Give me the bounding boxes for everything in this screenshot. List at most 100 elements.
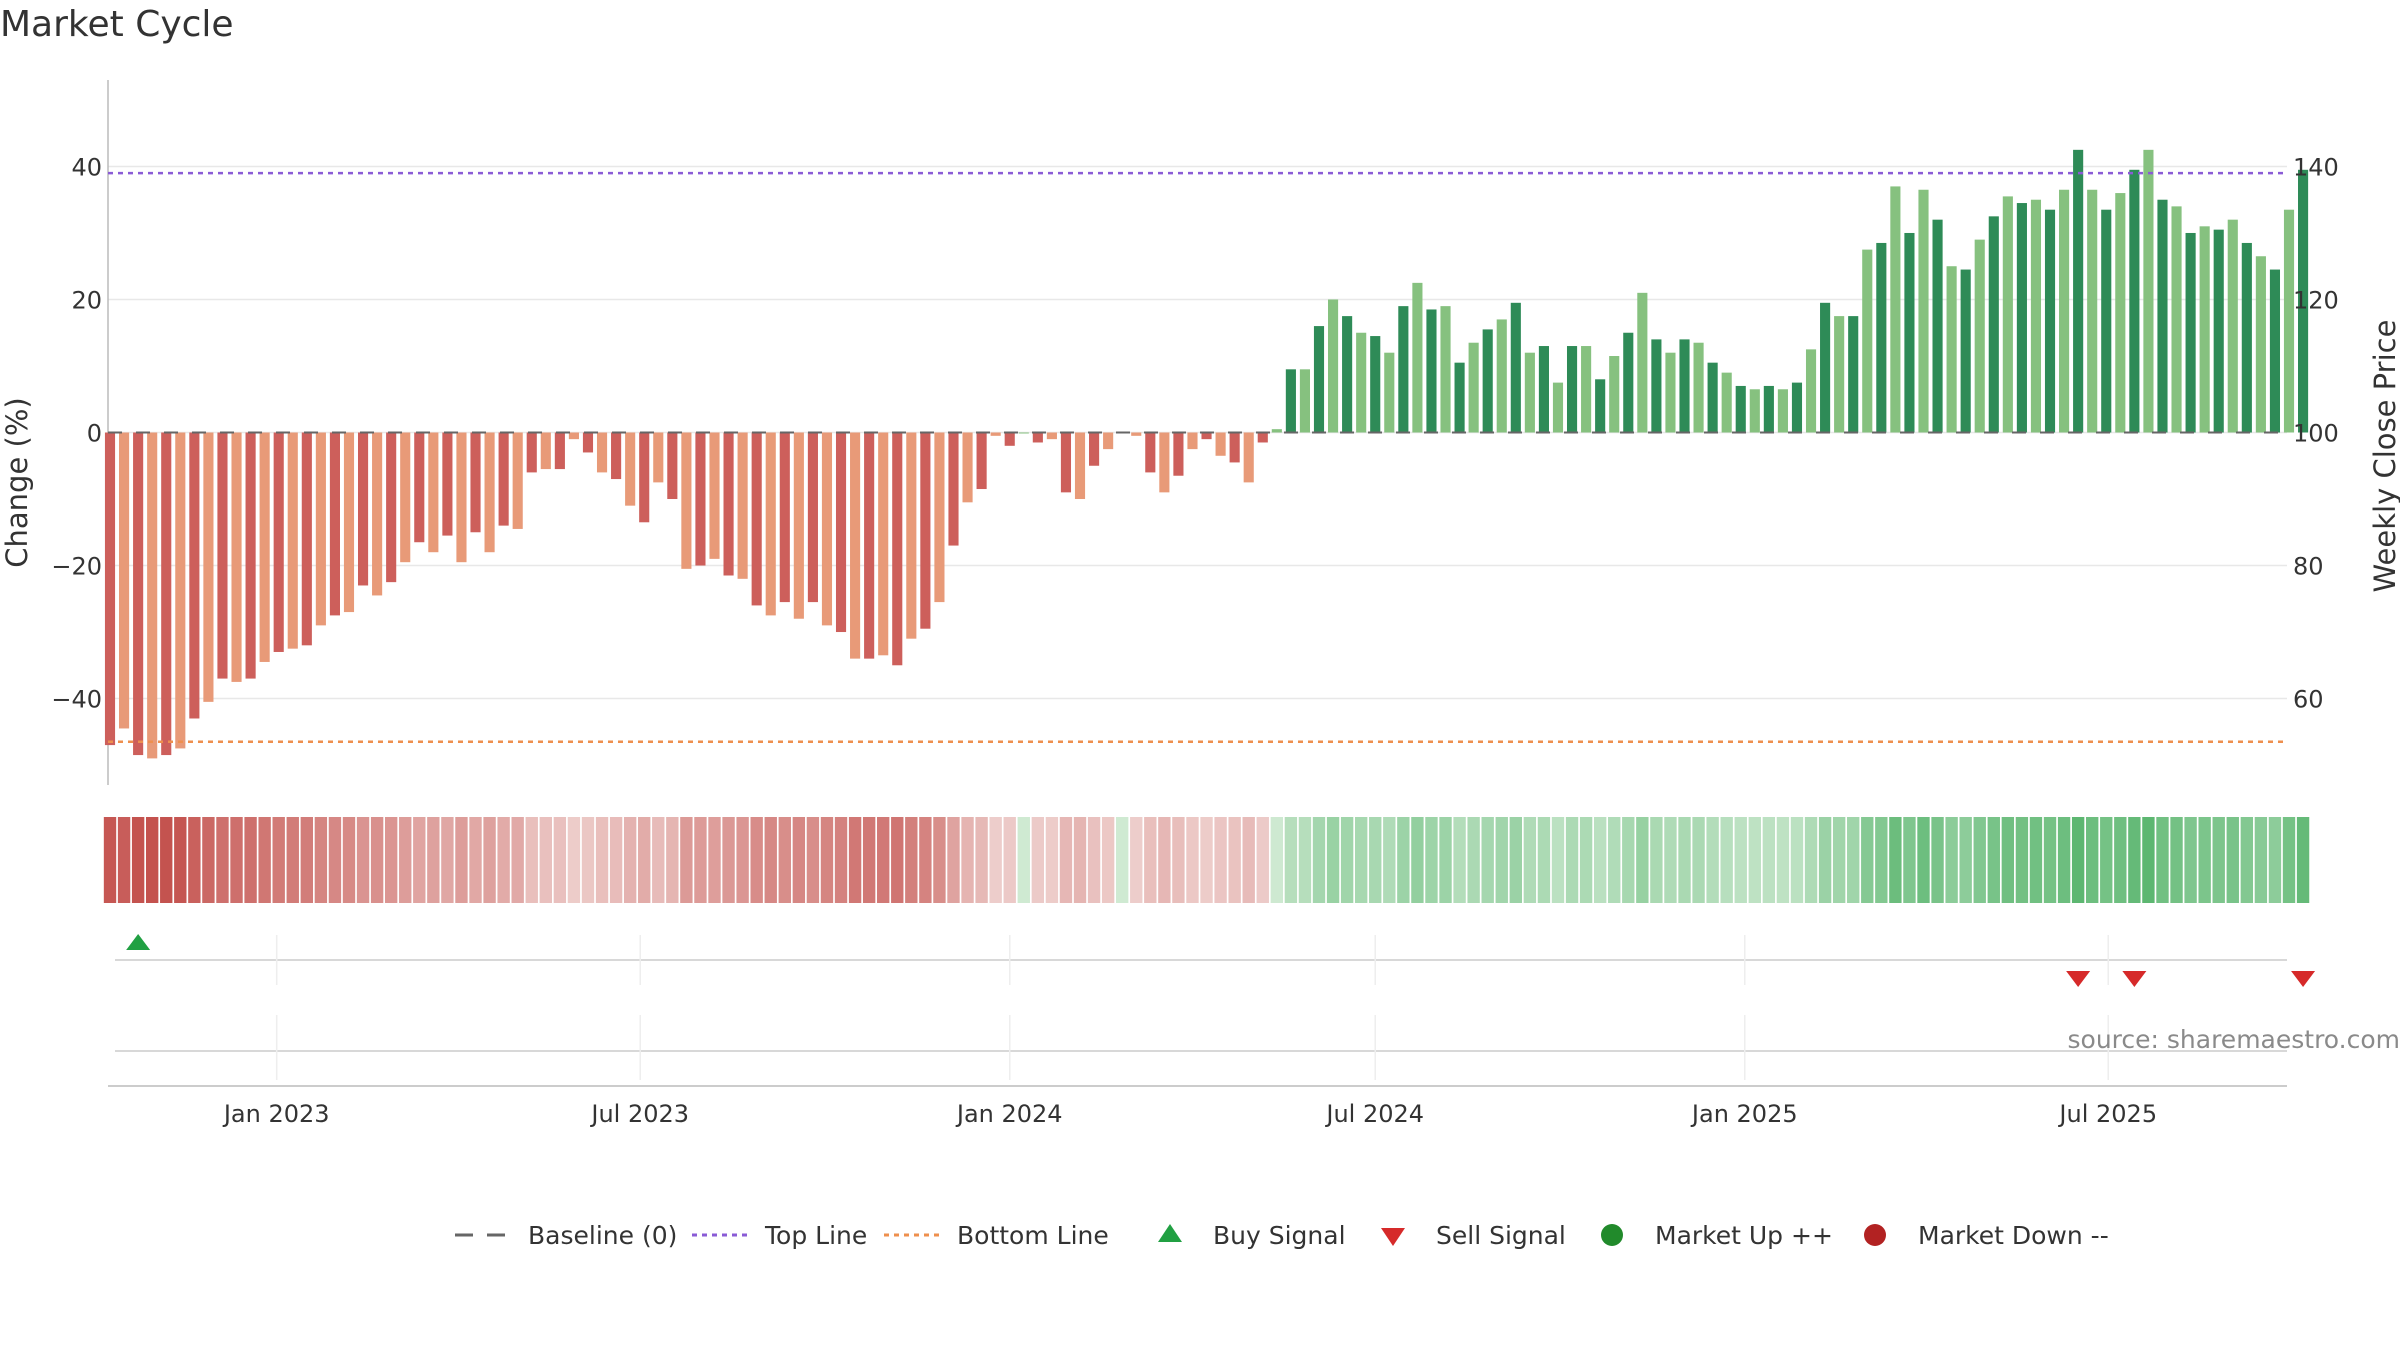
change-bar xyxy=(2298,169,2309,433)
change-bar xyxy=(2044,209,2056,433)
heat-cell xyxy=(1706,817,1719,903)
heat-cell xyxy=(1214,817,1227,903)
change-bar xyxy=(1103,432,1114,450)
change-bar xyxy=(1749,389,1760,433)
x-tick-label: Jan 2023 xyxy=(222,1100,330,1128)
heat-cell xyxy=(1622,817,1635,903)
heat-cell xyxy=(1847,817,1860,903)
heat-cell xyxy=(1748,817,1761,903)
heat-cell xyxy=(1059,817,1073,903)
heat-cell xyxy=(1664,817,1677,903)
change-bar xyxy=(1665,352,1676,433)
heat-cell xyxy=(1537,817,1551,903)
change-bar xyxy=(1946,266,1957,433)
change-bar xyxy=(1131,432,1142,436)
heat-cell xyxy=(1917,817,1930,903)
change-bar xyxy=(414,432,425,543)
change-bar xyxy=(1412,282,1423,433)
heat-cell xyxy=(511,817,524,903)
heat-cell xyxy=(764,817,777,903)
change-bar xyxy=(1159,432,1170,493)
change-bar xyxy=(133,432,144,756)
heat-cell xyxy=(1200,817,1213,903)
change-bar xyxy=(1468,342,1479,433)
change-bar xyxy=(2199,226,2210,433)
heat-cell xyxy=(2001,817,2015,903)
change-bar xyxy=(1805,349,1817,433)
change-bar xyxy=(161,432,172,756)
heat-cell xyxy=(1397,817,1410,903)
heat-cell xyxy=(1073,817,1087,903)
heat-cell xyxy=(806,817,820,903)
heat-cell xyxy=(1861,817,1874,903)
heat-cell xyxy=(1101,817,1115,903)
heat-cell xyxy=(188,817,201,903)
left-tick-label: 0 xyxy=(87,420,102,448)
heat-cell xyxy=(1678,817,1691,903)
change-bar xyxy=(1060,432,1072,493)
change-bar xyxy=(2213,229,2224,433)
change-bar xyxy=(498,432,509,526)
change-bar xyxy=(428,432,439,553)
change-bar xyxy=(540,432,551,470)
change-bar xyxy=(512,432,523,529)
change-bar xyxy=(1285,369,1296,433)
x-tick-label: Jul 2023 xyxy=(589,1100,689,1128)
change-bar xyxy=(1398,306,1409,433)
heat-cell xyxy=(1579,817,1593,903)
heat-cell xyxy=(1565,817,1579,903)
change-bar xyxy=(906,432,917,639)
heat-cell xyxy=(1804,817,1818,903)
heat-cell xyxy=(356,817,370,903)
legend-label: Bottom Line xyxy=(957,1221,1109,1250)
heat-cell xyxy=(1130,817,1143,903)
change-bar xyxy=(892,432,903,666)
heat-cell xyxy=(2240,817,2254,903)
heat-cell xyxy=(2226,817,2239,903)
heat-cell xyxy=(961,817,974,903)
change-bar xyxy=(821,432,833,626)
heat-cell xyxy=(877,817,890,903)
heat-cell xyxy=(595,817,609,903)
change-bar xyxy=(104,432,116,746)
change-bar xyxy=(1820,302,1831,433)
change-bar xyxy=(765,432,776,616)
change-bar xyxy=(1848,316,1859,433)
change-bar xyxy=(442,432,453,536)
x-tick-label: Jan 2025 xyxy=(1690,1100,1798,1128)
change-bar xyxy=(2129,169,2140,433)
change-bar xyxy=(1581,346,1592,433)
change-bar xyxy=(1988,216,1999,433)
change-bar xyxy=(386,432,397,583)
heat-cell xyxy=(638,817,651,903)
heat-cell xyxy=(370,817,384,903)
legend-swatch xyxy=(1381,1228,1405,1246)
change-bar xyxy=(1074,432,1086,500)
change-bar xyxy=(751,432,762,606)
heat-cell xyxy=(1186,817,1199,903)
heat-cell xyxy=(2296,817,2310,903)
change-bar xyxy=(1623,332,1634,433)
source-label: source: sharemaestro.com xyxy=(2068,1025,2400,1054)
heat-cell xyxy=(2268,817,2282,903)
change-bar xyxy=(1440,306,1451,433)
change-bar xyxy=(1524,352,1535,433)
change-bar xyxy=(1904,232,1915,433)
right-tick-label: 120 xyxy=(2293,286,2339,314)
change-bar xyxy=(1693,342,1704,433)
heat-cell xyxy=(1411,817,1424,903)
change-bar xyxy=(1145,432,1156,473)
change-bar xyxy=(2227,219,2238,433)
left-tick-label: 20 xyxy=(71,286,102,314)
legend-label: Baseline (0) xyxy=(528,1221,677,1250)
heat-cell xyxy=(1242,817,1255,903)
change-bar xyxy=(2255,256,2266,433)
change-bar xyxy=(1890,186,1901,433)
change-bar xyxy=(779,432,790,603)
change-bar xyxy=(1215,432,1226,456)
heat-cell xyxy=(2198,817,2211,903)
legend-item-top: Top Line xyxy=(692,1221,867,1250)
change-bar xyxy=(1735,385,1746,433)
change-bar xyxy=(2059,189,2070,433)
legend-swatch xyxy=(1864,1224,1886,1246)
